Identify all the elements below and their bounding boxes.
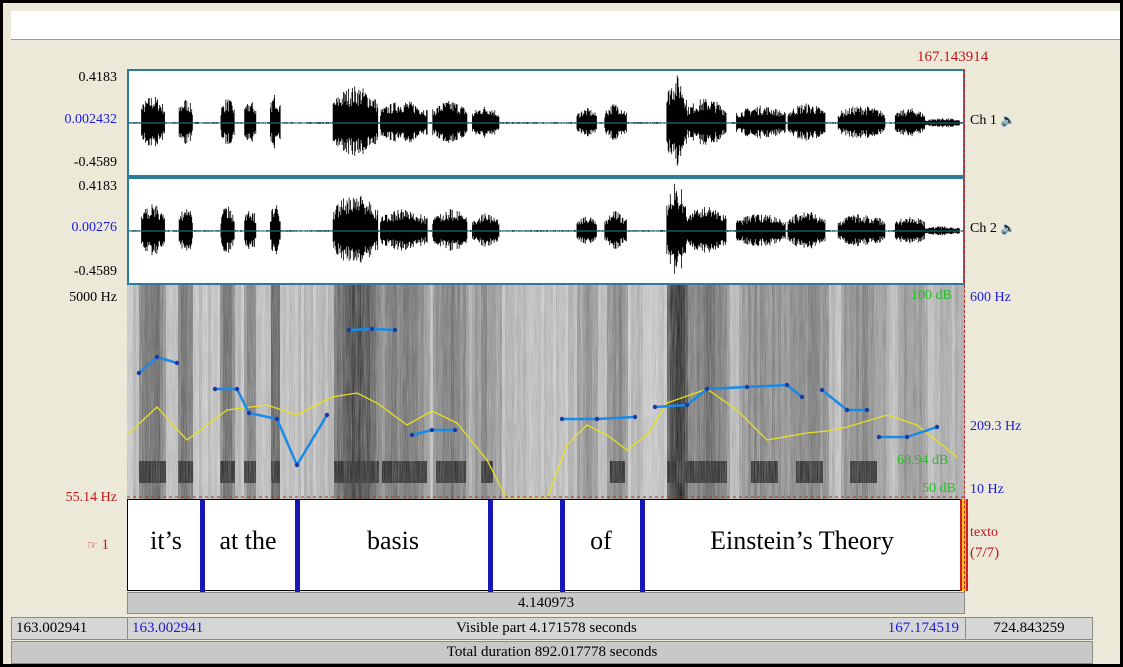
intensity-min-label: 50 dB — [922, 481, 956, 496]
spectrogram-svg — [127, 285, 965, 499]
spectrogram-min-freq-label: 55.14 Hz — [65, 490, 117, 505]
tier-name-label: texto — [970, 525, 998, 540]
tier-interval-its[interactable]: it’s — [150, 526, 182, 555]
ch1-max-label: 0.4183 — [78, 70, 118, 85]
tier-boundary[interactable] — [560, 500, 565, 592]
waveform-2-svg — [129, 183, 963, 274]
tier-boundary[interactable] — [488, 500, 493, 592]
ch2-label[interactable]: Ch 2 🔈 — [970, 221, 1016, 236]
spectrogram-max-freq-label: 5000 Hz — [69, 290, 117, 305]
cursor-time-label: 167.143914 — [917, 49, 989, 65]
waveform-channel-2[interactable] — [127, 177, 965, 285]
visible-part-label: Visible part 4.171578 seconds — [456, 620, 637, 636]
speaker-icon[interactable]: 🔈 — [1000, 113, 1016, 127]
intensity-cursor-label: 68.94 dB — [897, 453, 949, 468]
text-tier[interactable]: it’s at the basis of Einstein’s Theory — [127, 499, 965, 592]
tier-boundary[interactable] — [200, 500, 205, 592]
ch1-min-label: -0.4589 — [73, 155, 117, 170]
hand-pointer-icon: ☞ — [87, 538, 98, 552]
pitch-cursor-label: 209.3 Hz — [970, 419, 1022, 434]
visible-end-time: 167.174519 — [887, 620, 959, 636]
total-duration-bar[interactable]: Total duration 892.017778 seconds — [11, 641, 1093, 664]
tier-number-label[interactable]: ☞ 1 — [87, 537, 110, 553]
tier-interval-einsteins-theory[interactable]: Einstein’s Theory — [710, 526, 894, 555]
left-outside-time[interactable]: 163.002941 — [12, 618, 128, 639]
ch2-zero-label: 0.00276 — [71, 220, 118, 235]
tier-boundary[interactable] — [295, 500, 300, 592]
tier-boundary[interactable] — [640, 500, 645, 592]
tier-interval-of[interactable]: of — [590, 526, 612, 555]
waveform-1-svg — [129, 75, 963, 166]
tier-count-label: (7/7) — [970, 545, 1000, 561]
selection-duration-bar[interactable]: 4.140973 — [127, 592, 965, 614]
right-outside-time[interactable]: 724.843259 — [993, 620, 1065, 636]
cursor-line[interactable] — [964, 69, 965, 594]
spectrogram-panel[interactable] — [127, 285, 965, 499]
window-title-bar — [11, 11, 1120, 40]
ch2-max-label: 0.4183 — [78, 179, 118, 194]
ch2-min-label: -0.4589 — [73, 264, 117, 279]
waveform-channel-1[interactable] — [127, 69, 965, 177]
visible-part-cell[interactable]: 163.002941 Visible part 4.171578 seconds… — [128, 618, 966, 639]
visible-start-time: 163.002941 — [132, 620, 204, 636]
visible-part-bar: 163.002941 163.002941 Visible part 4.171… — [11, 617, 1093, 640]
pitch-max-label: 600 Hz — [970, 290, 1011, 305]
tier-interval-at-the[interactable]: at the — [219, 526, 277, 555]
tier-interval-basis[interactable]: basis — [367, 526, 419, 555]
pitch-min-label: 10 Hz — [970, 482, 1004, 497]
speaker-icon[interactable]: 🔈 — [1000, 221, 1016, 235]
intensity-max-label: 100 dB — [911, 288, 952, 303]
ch1-zero-label: 0.002432 — [64, 112, 118, 127]
ch1-label[interactable]: Ch 1 🔈 — [970, 113, 1016, 128]
